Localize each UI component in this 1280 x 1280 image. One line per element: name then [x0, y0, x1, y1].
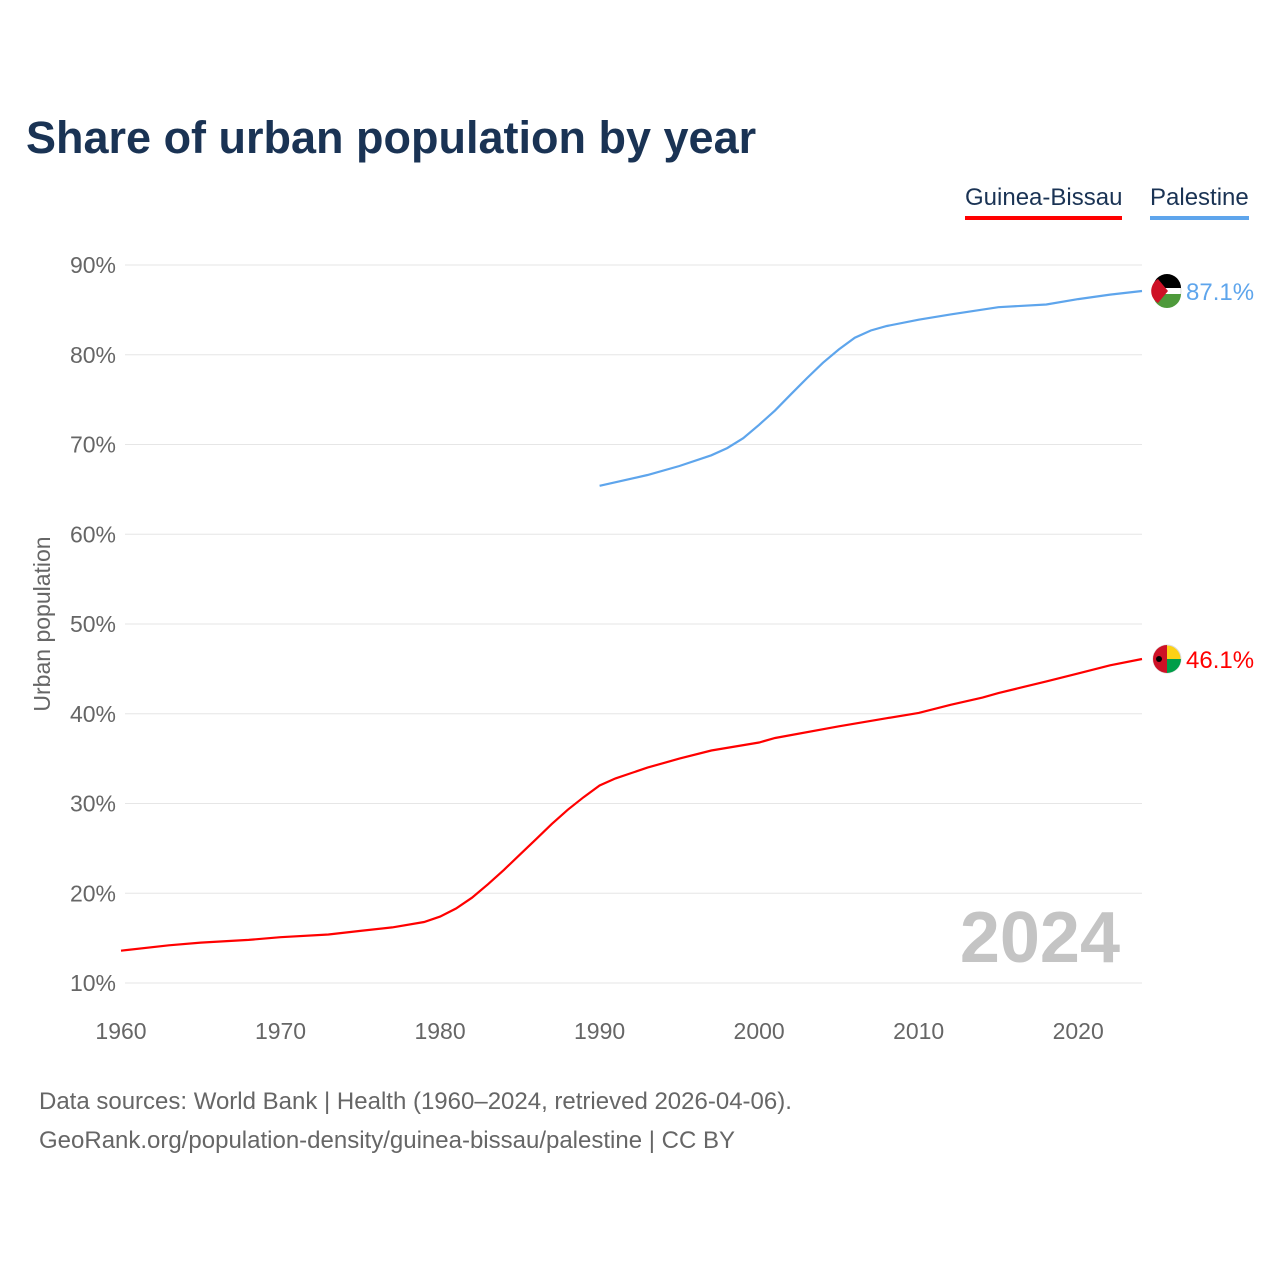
- legend-palestine[interactable]: Palestine: [1150, 184, 1249, 220]
- flag-icon-part: [1151, 279, 1168, 304]
- x-tick-label: 1990: [574, 1018, 625, 1044]
- y-tick-label: 50%: [70, 611, 116, 637]
- legend-guinea-bissau[interactable]: Guinea-Bissau: [965, 184, 1123, 220]
- y-tick-label: 20%: [70, 880, 116, 906]
- x-tick-label: 1960: [95, 1018, 146, 1044]
- y-tick-label: 70%: [70, 432, 116, 458]
- flag-icon-part: [1167, 659, 1181, 674]
- y-tick-label: 10%: [70, 970, 116, 996]
- credit-link[interactable]: GeoRank.org/population-density/guinea-bi…: [39, 1127, 735, 1154]
- x-tick-label: 2010: [893, 1018, 944, 1044]
- x-tick-label: 2000: [734, 1018, 785, 1044]
- y-tick-label: 60%: [70, 521, 116, 547]
- series-line-guinea-bissau: [120, 657, 1143, 952]
- x-tick-label: 1970: [255, 1018, 306, 1044]
- x-tick-label: 2020: [1053, 1018, 1104, 1044]
- series-line-palestine: [599, 289, 1143, 487]
- y-tick-label: 90%: [70, 252, 116, 278]
- y-tick-label: 30%: [70, 791, 116, 817]
- end-label-palestine: 87.1%: [1186, 279, 1254, 306]
- y-axis-label: Urban population: [29, 536, 55, 711]
- y-tick-label: 40%: [70, 701, 116, 727]
- y-tick-label: 80%: [70, 342, 116, 368]
- data-sources: Data sources: World Bank | Health (1960–…: [39, 1088, 792, 1115]
- flag-star: [1156, 656, 1162, 663]
- chart-title: Share of urban population by year: [26, 112, 757, 163]
- end-label-guinea-bissau: 46.1%: [1186, 647, 1254, 674]
- year-watermark: 2024: [960, 898, 1120, 978]
- x-tick-label: 1980: [414, 1018, 465, 1044]
